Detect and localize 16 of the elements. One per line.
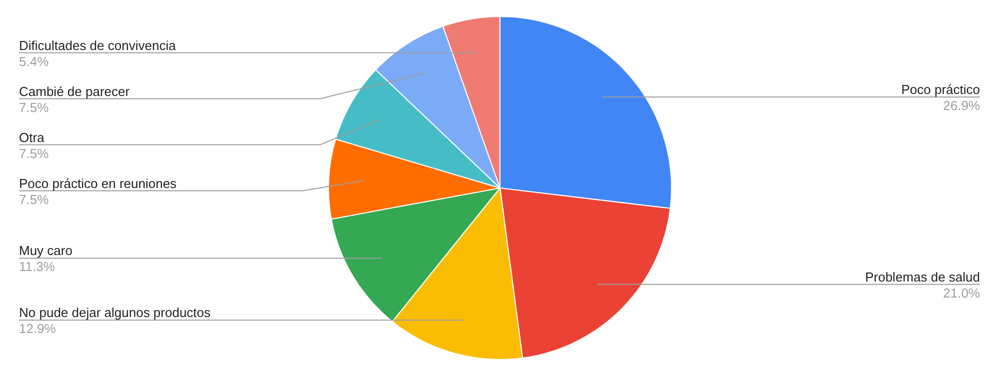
slice-label: Poco práctico	[901, 82, 980, 97]
data-label: 12.9%	[19, 321, 56, 336]
data-label: 11.3%	[19, 259, 56, 274]
slice-label: Dificultades de convivencia	[19, 38, 177, 53]
data-label: 5.4%	[19, 54, 50, 69]
slice-label: No pude dejar algunos productos	[19, 305, 212, 320]
data-label: 7.5%	[19, 192, 50, 207]
slice-label: Muy caro	[19, 243, 72, 258]
slice-label: Otra	[19, 130, 46, 145]
data-label: 7.5%	[19, 100, 50, 115]
data-label: 7.5%	[19, 146, 50, 161]
data-label: 26.9%	[943, 98, 980, 113]
slice-label: Poco práctico en reuniones	[19, 176, 178, 191]
data-label: 21.0%	[943, 285, 980, 300]
slice-label: Problemas de salud	[865, 269, 980, 284]
slice-label: Cambié de parecer	[19, 84, 130, 99]
